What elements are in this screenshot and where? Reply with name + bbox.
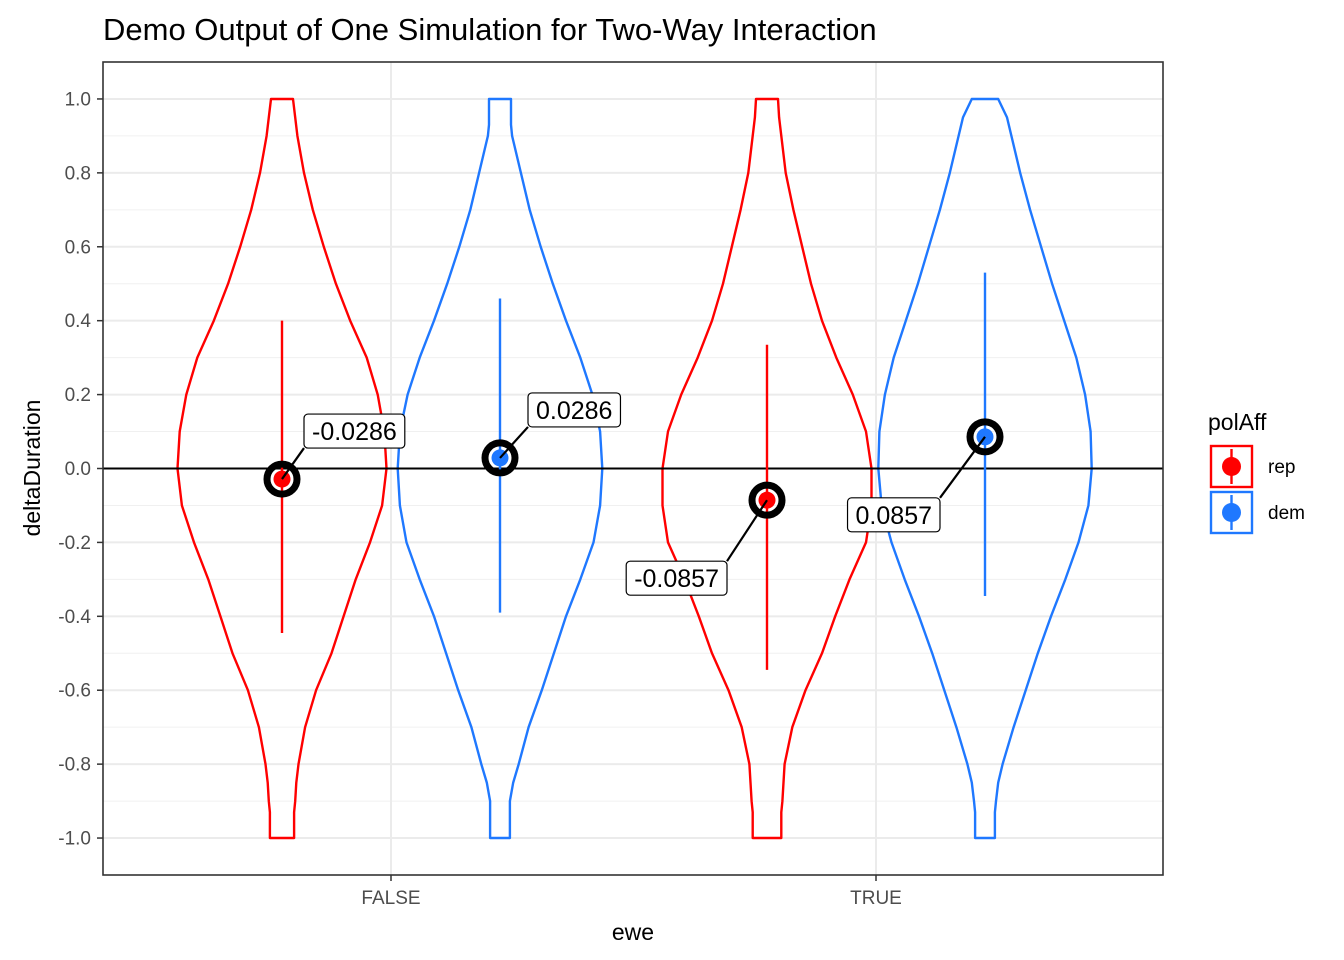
label-leader	[499, 426, 529, 459]
y-axis-title: deltaDuration	[19, 400, 45, 537]
y-tick-label: 1.0	[65, 89, 91, 110]
label-leader	[281, 447, 305, 480]
legend-label-dem: dem	[1268, 503, 1305, 524]
data-label-dem-true: 0.0857	[856, 502, 932, 530]
legend-label-rep: rep	[1268, 457, 1295, 478]
mean-ring-dem-true	[966, 418, 1004, 456]
y-tick-label: -0.2	[58, 533, 91, 554]
y-tick-label: -0.4	[58, 607, 91, 628]
x-tick-label: TRUE	[850, 888, 902, 909]
plot-panel: -0.0286 -0.0857 0.0286 0.0857	[102, 61, 1164, 876]
y-tick-label: 0.2	[65, 385, 91, 406]
y-tick-label: 0.4	[65, 311, 92, 332]
y-tick-label: -0.8	[58, 755, 91, 776]
y-tick-label: -0.6	[58, 681, 91, 702]
data-label-rep-false: -0.0286	[312, 418, 397, 446]
y-tick-label: -1.0	[58, 829, 91, 850]
legend: polAff rep dem	[1208, 409, 1305, 535]
x-tick-label: FALSE	[361, 888, 420, 909]
label-leader	[726, 499, 768, 562]
violin-rep-true	[661, 97, 873, 840]
label-box	[303, 413, 406, 449]
mean-ring-rep-true	[748, 481, 786, 519]
legend-key-point-dem	[1222, 503, 1241, 522]
violin-dem-true	[877, 97, 1093, 840]
label-box	[527, 392, 622, 428]
data-label-dem-false: 0.0286	[536, 397, 612, 425]
violin-dem-false	[396, 97, 604, 840]
label-leader	[939, 436, 986, 499]
label-box	[625, 560, 728, 596]
legend-key-point-rep	[1222, 457, 1241, 476]
y-tick-label: 0.0	[65, 459, 91, 480]
mean-ring-rep-false	[263, 460, 301, 498]
data-label-rep-true: -0.0857	[634, 565, 719, 593]
y-tick-label: 0.6	[65, 237, 91, 258]
y-tick-label: 0.8	[65, 163, 91, 184]
mean-ring-dem-false	[481, 439, 519, 477]
legend-title: polAff	[1208, 409, 1267, 435]
x-axis-title: ewe	[612, 919, 654, 945]
label-box	[846, 497, 941, 533]
violin-rep-false	[176, 97, 388, 840]
chart-title: Demo Output of One Simulation for Two-Wa…	[103, 12, 877, 47]
